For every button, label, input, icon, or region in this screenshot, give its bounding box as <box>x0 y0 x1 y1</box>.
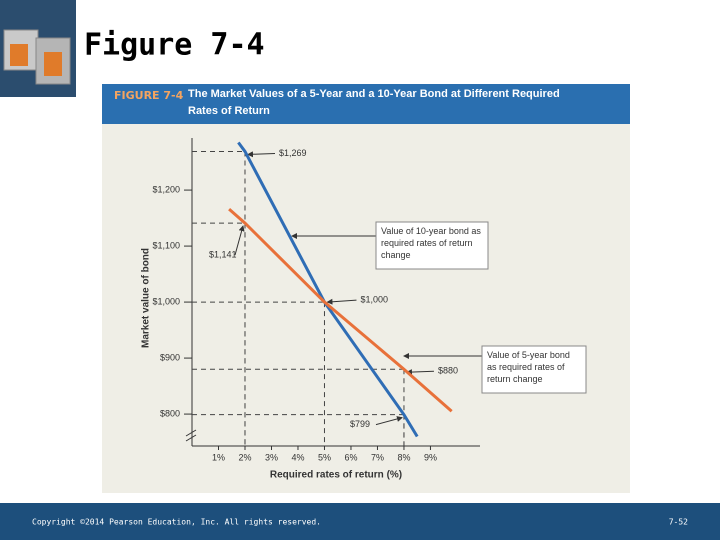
figure-title-box: The Market Values of a 5-Year and a 10-Y… <box>188 88 560 117</box>
label-arrow <box>405 369 434 376</box>
x-tick-label: 9% <box>424 452 437 462</box>
x-tick-label: 5% <box>318 452 331 462</box>
y-axis-title: Market value of bond <box>141 248 152 348</box>
footer-copyright: Copyright ©2014 Pearson Education, Inc. … <box>32 518 321 527</box>
series-name: Value of 10-year bond as required rates … <box>381 226 481 260</box>
callout: Value of 10-year bond as required rates … <box>381 226 481 260</box>
slide-title: Figure 7-4 <box>84 28 265 63</box>
x-tick-label: 3% <box>265 452 278 462</box>
y-tick-label: $1,200 <box>152 184 180 194</box>
point-label: $799 <box>350 419 370 429</box>
slide-icon <box>0 0 76 97</box>
point-label: $1,141 <box>209 249 237 259</box>
point-label: $880 <box>438 366 458 376</box>
label-arrow <box>375 416 403 426</box>
x-tick-label: 1% <box>212 452 225 462</box>
callout-box <box>481 345 587 394</box>
footer-bar <box>0 503 720 540</box>
x-tick-label: 4% <box>291 452 304 462</box>
figure-title: The Market Values of a 5-Year and a 10-Y… <box>188 88 560 117</box>
label-arrow <box>326 298 357 305</box>
x-axis-title: Required rates of return (%) <box>270 470 402 481</box>
axis-break <box>185 429 197 442</box>
x-tick-label: 2% <box>238 452 251 462</box>
callout: Value of 5-year bond as required rates o… <box>487 350 570 384</box>
figure-label: FIGURE 7-4 <box>114 89 184 102</box>
y-tick-label: $900 <box>160 352 180 362</box>
point-label: $1,269 <box>279 148 307 158</box>
y-tick-label: $800 <box>160 408 180 418</box>
series-name: Value of 5-year bond as required rates o… <box>487 350 570 384</box>
page-number: 7-52 <box>669 518 688 527</box>
callout-box <box>375 221 489 270</box>
label-arrow <box>246 151 276 158</box>
label-arrow <box>234 225 245 256</box>
x-tick-label: 7% <box>371 452 384 462</box>
x-tick-label: 6% <box>344 452 357 462</box>
y-tick-label: $1,100 <box>152 240 180 250</box>
series-line <box>228 207 453 413</box>
y-tick-label: $1,000 <box>152 296 180 306</box>
figure-header <box>102 84 630 124</box>
x-tick-label: 8% <box>397 452 410 462</box>
figure-panel <box>102 84 630 493</box>
point-label: $1,000 <box>360 294 388 304</box>
